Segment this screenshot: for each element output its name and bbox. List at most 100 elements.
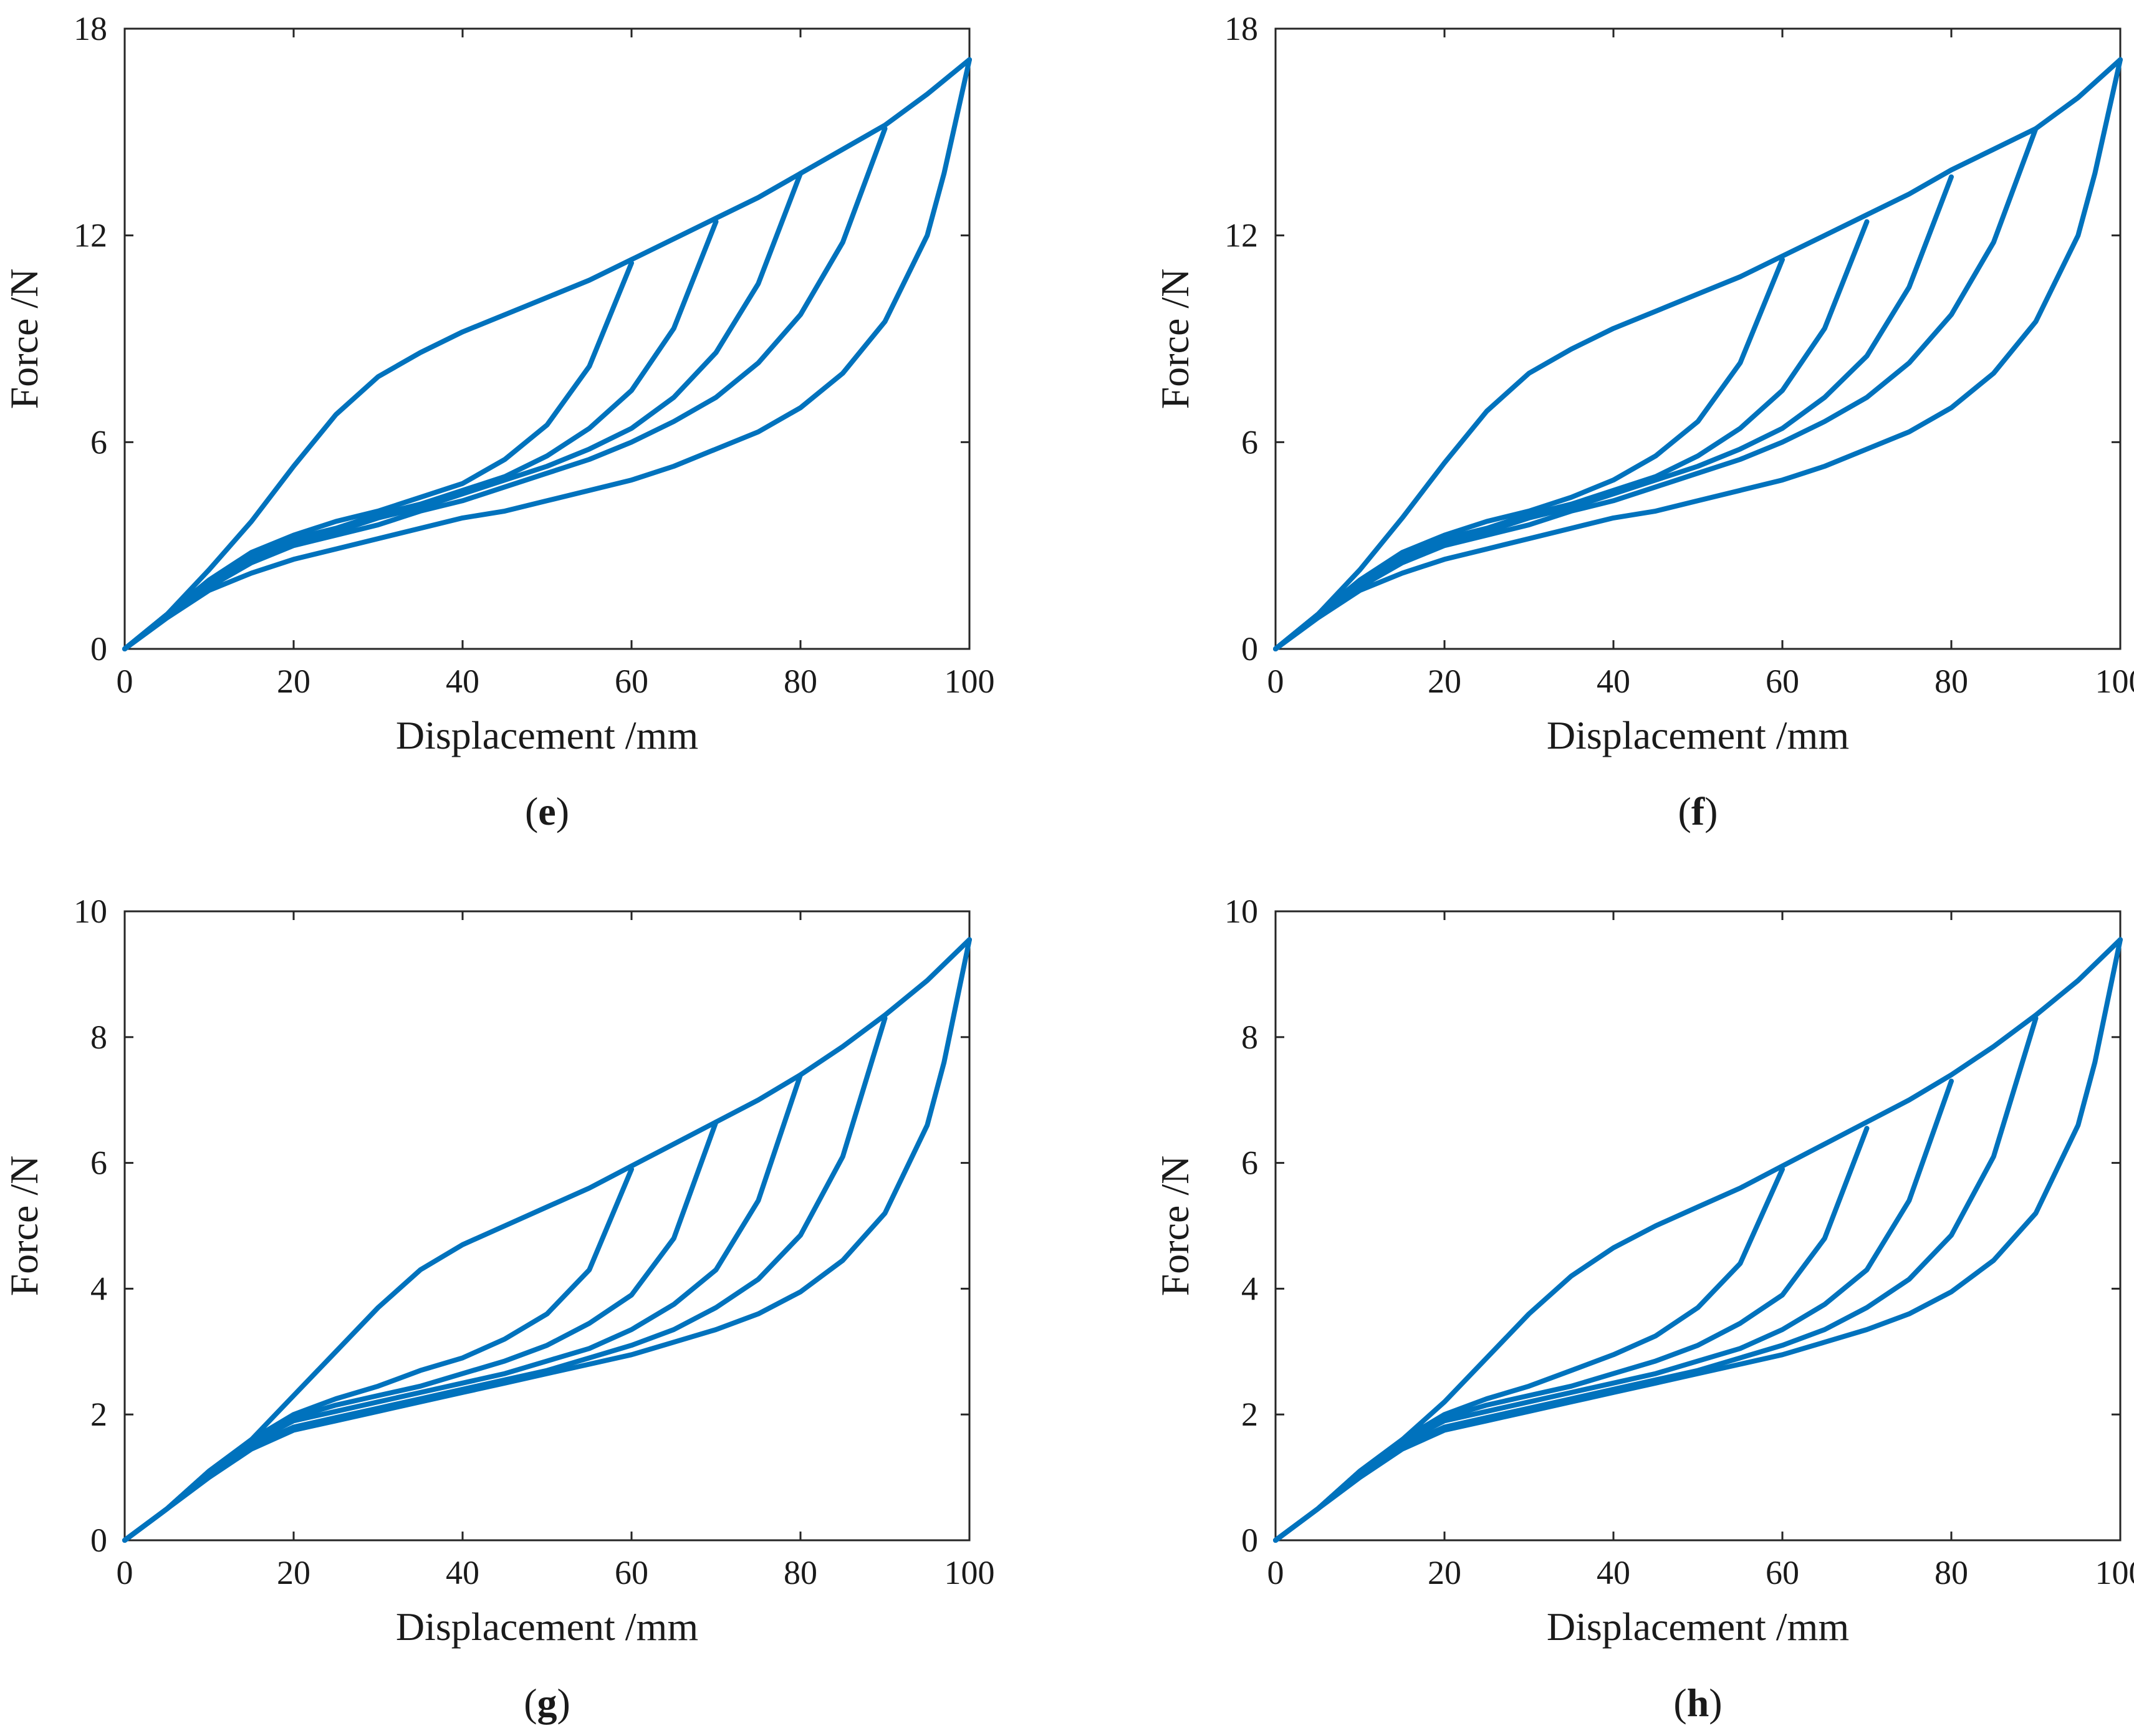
x-tick-label: 80 xyxy=(1935,1554,1968,1591)
y-tick-label: 10 xyxy=(1224,893,1258,930)
y-tick-label: 6 xyxy=(1241,423,1258,461)
unloading-curve xyxy=(1273,1126,1870,1543)
y-tick-label: 6 xyxy=(1241,1144,1258,1182)
curves xyxy=(122,57,972,651)
y-tick-label: 8 xyxy=(1241,1019,1258,1056)
panel-label-open: ( xyxy=(525,789,538,833)
x-tick-label: 100 xyxy=(944,663,995,700)
x-tick-label: 20 xyxy=(277,1554,310,1591)
x-tick-label: 60 xyxy=(1766,663,1799,700)
x-tick-label: 100 xyxy=(2095,663,2134,700)
y-axis-title: Force /N xyxy=(1153,269,1197,410)
x-tick-label: 0 xyxy=(117,1554,133,1591)
unloading-curve xyxy=(1273,1015,2039,1543)
y-tick-label: 4 xyxy=(1241,1270,1258,1307)
y-tick-label: 6 xyxy=(90,423,107,461)
x-tick-label: 100 xyxy=(2095,1554,2134,1591)
unloading-curve xyxy=(122,937,972,1543)
panel-e: 0 20 40 60 80 100 0 6 12 18 Displacement /mm Force … xyxy=(2,10,995,833)
unloading-curve xyxy=(1273,1078,1954,1543)
y-axis-title: Force /N xyxy=(2,269,46,410)
x-tick-label: 60 xyxy=(1766,1554,1799,1591)
x-axis-title: Displacement /mm xyxy=(396,1604,698,1649)
loading-curve xyxy=(1273,937,2123,1543)
x-tick-label: 40 xyxy=(446,663,479,700)
y-axis-title: Force /N xyxy=(1153,1156,1197,1297)
panel-label-letter: f xyxy=(1691,789,1705,833)
x-tick-label: 40 xyxy=(446,1554,479,1591)
loading-curve xyxy=(1273,57,2123,651)
x-tick-label: 80 xyxy=(784,1554,817,1591)
unloading-curve xyxy=(122,1072,803,1543)
x-tick-label: 20 xyxy=(1428,663,1461,700)
unloading-curve xyxy=(122,57,972,651)
x-axis-title: Displacement /mm xyxy=(1547,713,1849,757)
y-tick-label: 0 xyxy=(90,630,107,668)
x-tick-label: 20 xyxy=(277,663,310,700)
curves xyxy=(1273,57,2123,651)
x-tick-label: 60 xyxy=(615,1554,648,1591)
loading-curve xyxy=(122,937,972,1543)
y-tick-label: 0 xyxy=(1241,630,1258,668)
unloading-curve xyxy=(1273,126,2039,651)
panel-label-close: ) xyxy=(556,789,569,833)
plot-frame xyxy=(123,910,971,1542)
x-tick-label: 0 xyxy=(1267,1554,1284,1591)
x-tick-label: 40 xyxy=(1597,663,1630,700)
y-tick-label: 6 xyxy=(90,1144,107,1182)
unloading-curve xyxy=(1273,257,1785,651)
plot-frame xyxy=(1274,910,2122,1542)
x-axis-title: Displacement /mm xyxy=(396,713,698,757)
panel-label-close: ) xyxy=(557,1681,570,1725)
x-axis-title: Displacement /mm xyxy=(1547,1604,1849,1649)
unloading-curve xyxy=(1273,937,2123,1543)
plot-frame xyxy=(1274,27,2122,650)
unloading-curve xyxy=(122,126,888,651)
panel-h: 0 20 40 60 80 100 0 2 4 6 8 10 Displacement /mm Force… xyxy=(1153,893,2134,1725)
panel-label-letter: h xyxy=(1687,1681,1709,1725)
y-tick-label: 18 xyxy=(74,10,107,47)
y-tick-label: 8 xyxy=(90,1019,107,1056)
y-tick-label: 2 xyxy=(1241,1396,1258,1433)
panel-label-close: ) xyxy=(1704,789,1718,833)
plot-frame xyxy=(123,27,971,650)
panel-g: 0 20 40 60 80 100 0 2 4 6 8 10 Displacement /mm Force… xyxy=(2,893,995,1725)
y-axis-title: Force /N xyxy=(2,1156,46,1297)
x-tick-label: 40 xyxy=(1597,1554,1630,1591)
y-tick-label: 12 xyxy=(1224,217,1258,254)
panel-label-letter: g xyxy=(537,1681,557,1725)
curves xyxy=(122,937,972,1543)
curves xyxy=(1273,937,2123,1543)
y-tick-label: 2 xyxy=(90,1396,107,1433)
y-tick-label: 4 xyxy=(90,1270,107,1307)
x-tick-label: 80 xyxy=(784,663,817,700)
panel-label-close: ) xyxy=(1709,1681,1722,1725)
y-tick-label: 10 xyxy=(74,893,107,930)
x-tick-label: 80 xyxy=(1935,663,1968,700)
panel-label: (g) xyxy=(524,1681,570,1725)
y-tick-label: 0 xyxy=(1241,1522,1258,1559)
y-tick-label: 12 xyxy=(74,217,107,254)
panel-label: (h) xyxy=(1673,1681,1722,1725)
y-tick-label: 18 xyxy=(1224,10,1258,47)
panel-label: (e) xyxy=(525,789,569,833)
panel-label: (f) xyxy=(1678,789,1718,833)
x-tick-label: 0 xyxy=(1267,663,1284,700)
unloading-curve xyxy=(122,1015,888,1543)
loading-curve xyxy=(122,57,972,651)
unloading-curve xyxy=(1273,57,2123,651)
unloading-curve xyxy=(122,260,634,651)
panel-label-open: ( xyxy=(1678,789,1691,833)
x-tick-label: 0 xyxy=(117,663,133,700)
x-tick-label: 20 xyxy=(1428,1554,1461,1591)
panel-label-open: ( xyxy=(524,1681,537,1725)
x-tick-label: 60 xyxy=(615,663,648,700)
unloading-curve xyxy=(122,171,803,651)
y-tick-label: 0 xyxy=(90,1522,107,1559)
panel-label-letter: e xyxy=(538,789,555,833)
x-tick-label: 100 xyxy=(944,1554,995,1591)
panel-f: 0 20 40 60 80 100 0 6 12 18 Displacement /mm Force … xyxy=(1153,10,2134,833)
unloading-curve xyxy=(1273,174,1954,651)
panel-label-open: ( xyxy=(1673,1681,1686,1725)
